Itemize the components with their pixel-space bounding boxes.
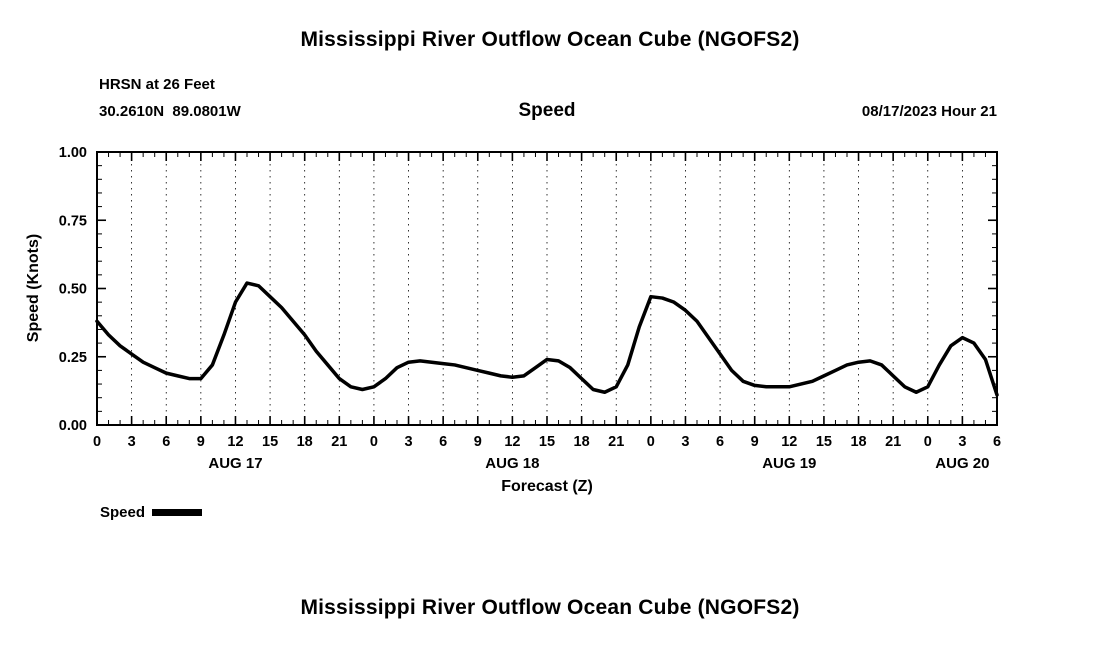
legend-label: Speed	[100, 504, 146, 521]
bottom-page-title: Mississippi River Outflow Ocean Cube (NG…	[300, 596, 800, 619]
x-tick-label: 15	[539, 434, 555, 450]
x-tick-label: 9	[197, 434, 205, 450]
x-tick-label: 12	[781, 434, 797, 450]
x-tick-label: 3	[404, 434, 412, 450]
y-tick-label: 1.00	[59, 145, 87, 161]
x-day-label: AUG 17	[208, 455, 262, 472]
x-tick-label: 21	[608, 434, 624, 450]
x-tick-label: 0	[647, 434, 655, 450]
x-tick-label: 6	[993, 434, 1001, 450]
x-tick-label: 12	[227, 434, 243, 450]
x-tick-label: 15	[816, 434, 832, 450]
y-tick-label: 0.25	[59, 350, 87, 366]
datetime-label: 08/17/2023 Hour 21	[861, 103, 997, 120]
x-axis-title: Forecast (Z)	[501, 478, 593, 495]
x-tick-label: 18	[850, 434, 866, 450]
x-tick-label: 12	[504, 434, 520, 450]
x-tick-label: 0	[370, 434, 378, 450]
coordinates-label: 30.2610N 89.0801W	[99, 103, 241, 120]
plot-frame	[96, 151, 998, 426]
x-tick-label: 9	[751, 434, 759, 450]
y-tick-label: 0.50	[59, 282, 87, 298]
x-tick-label: 6	[439, 434, 447, 450]
x-tick-label: 15	[262, 434, 278, 450]
x-tick-label: 21	[885, 434, 901, 450]
page-title: Mississippi River Outflow Ocean Cube (NG…	[300, 28, 800, 51]
variable-title: Speed	[518, 100, 576, 121]
x-tick-label: 18	[574, 434, 590, 450]
x-day-label: AUG 18	[485, 455, 539, 472]
x-tick-label: 6	[716, 434, 724, 450]
x-tick-label: 0	[93, 434, 101, 450]
y-tick-label: 0.75	[59, 213, 87, 229]
x-day-label: AUG 19	[762, 455, 816, 472]
x-tick-label: 18	[297, 434, 313, 450]
y-tick-label: 0.00	[59, 418, 87, 434]
x-tick-label: 0	[924, 434, 932, 450]
x-tick-label: 3	[128, 434, 136, 450]
x-day-label: AUG 20	[935, 455, 989, 472]
x-tick-label: 6	[162, 434, 170, 450]
x-tick-label: 3	[681, 434, 689, 450]
legend-line-swatch	[152, 509, 203, 516]
x-tick-label: 9	[474, 434, 482, 450]
legend: Speed	[100, 504, 203, 521]
station-label: HRSN at 26 Feet	[99, 76, 215, 93]
x-tick-label: 21	[331, 434, 347, 450]
x-tick-label: 3	[958, 434, 966, 450]
speed-series-line	[95, 281, 999, 397]
